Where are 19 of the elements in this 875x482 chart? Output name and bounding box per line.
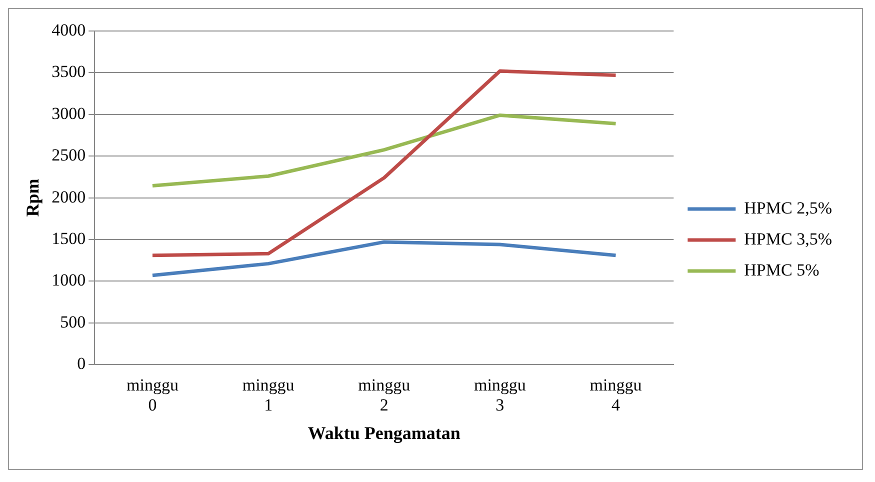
x-tick-label: minggu 3 (474, 375, 526, 415)
y-tick-label: 1000 (52, 270, 86, 290)
y-axis-title: Rpm (22, 178, 42, 217)
legend-label: HPMC 3,5% (744, 229, 832, 248)
y-tick-label: 1500 (52, 228, 86, 248)
x-axis-title: Waktu Pengamatan (308, 422, 460, 443)
y-tick-label: 4000 (52, 20, 86, 40)
legend-label: HPMC 5% (744, 260, 820, 280)
y-tick-label: 500 (60, 312, 86, 332)
y-tick-label: 2000 (52, 187, 86, 206)
y-tick-label: 0 (77, 354, 86, 374)
y-tick-label: 3000 (52, 104, 86, 123)
x-tick-label: minggu 0 (126, 375, 179, 415)
legend-label: HPMC 2,5% (744, 198, 832, 218)
x-tick-label: minggu 4 (590, 375, 642, 415)
y-tick-label: 3500 (52, 62, 86, 82)
x-tick-label: minggu 1 (242, 375, 295, 415)
y-tick-label: 2500 (52, 146, 86, 165)
x-tick-label: minggu 2 (358, 375, 411, 415)
